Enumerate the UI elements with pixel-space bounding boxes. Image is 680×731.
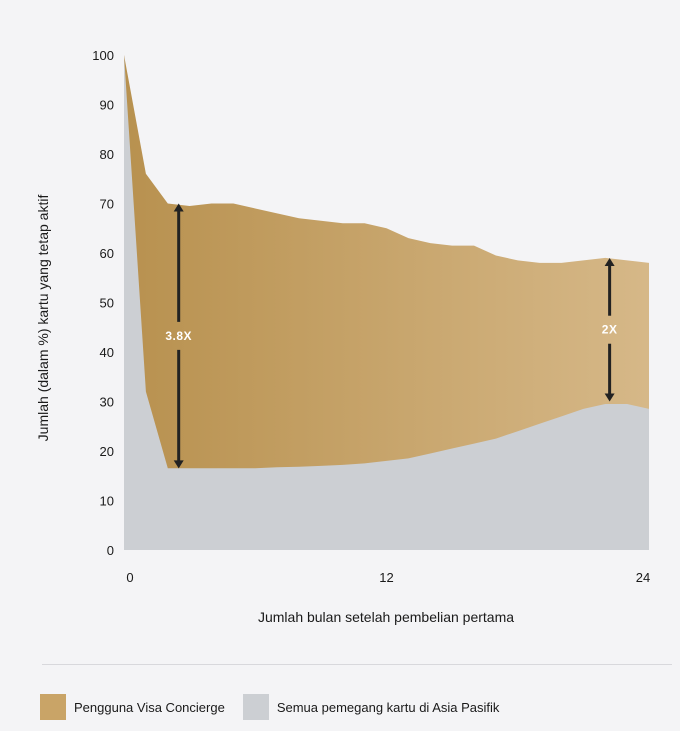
ratio-arrow-1: 2X <box>602 257 618 402</box>
y-tick-label: 10 <box>100 494 114 509</box>
y-axis-title: Jumlah (dalam %) kartu yang tetap aktif <box>35 195 51 442</box>
legend: Pengguna Visa Concierge Semua pemegang k… <box>40 694 517 720</box>
chart-card: 3.8X 2X 0 10 20 30 40 50 60 70 80 90 100 0 12 24 Juml… <box>6 10 674 725</box>
ratio-arrow-0: 3.8X <box>165 203 192 469</box>
ratio-label-1: 2X <box>602 323 618 337</box>
legend-divider <box>42 664 672 665</box>
y-tick-label: 20 <box>100 444 114 459</box>
y-tick-label: 100 <box>92 48 114 63</box>
x-tick-label: 0 <box>126 570 133 585</box>
x-tick-label: 24 <box>636 570 650 585</box>
x-axis-title: Jumlah bulan setelah pembelian pertama <box>258 609 514 625</box>
y-tick-label: 30 <box>100 395 114 410</box>
legend-swatch-all-cardholders <box>242 694 269 720</box>
y-tick-label: 90 <box>100 98 114 113</box>
legend-label-all-cardholders: Semua pemegang kartu di Asia Pasifik <box>276 699 500 715</box>
x-tick-label: 12 <box>379 570 393 585</box>
area-series-1 <box>124 55 649 550</box>
area-series-0 <box>124 55 649 550</box>
y-tick-label: 40 <box>100 345 114 360</box>
retention-area-chart: 3.8X 2X 0 10 20 30 40 50 60 70 80 90 100 0 12 24 Juml… <box>35 48 650 625</box>
y-tick-label: 50 <box>100 296 114 311</box>
y-tick-label: 60 <box>100 246 114 261</box>
ratio-label-0: 3.8X <box>165 329 192 343</box>
y-tick-label: 70 <box>100 197 114 212</box>
legend-swatch-visa-concierge <box>40 694 66 720</box>
legend-label-visa-concierge: Pengguna Visa Concierge <box>74 699 225 715</box>
y-tick-label: 0 <box>107 543 114 558</box>
legend-item-visa-concierge: Pengguna Visa Concierge <box>40 694 225 720</box>
legend-item-all-cardholders: Semua pemegang kartu di Asia Pasifik <box>242 694 500 720</box>
y-tick-label: 80 <box>100 147 114 162</box>
